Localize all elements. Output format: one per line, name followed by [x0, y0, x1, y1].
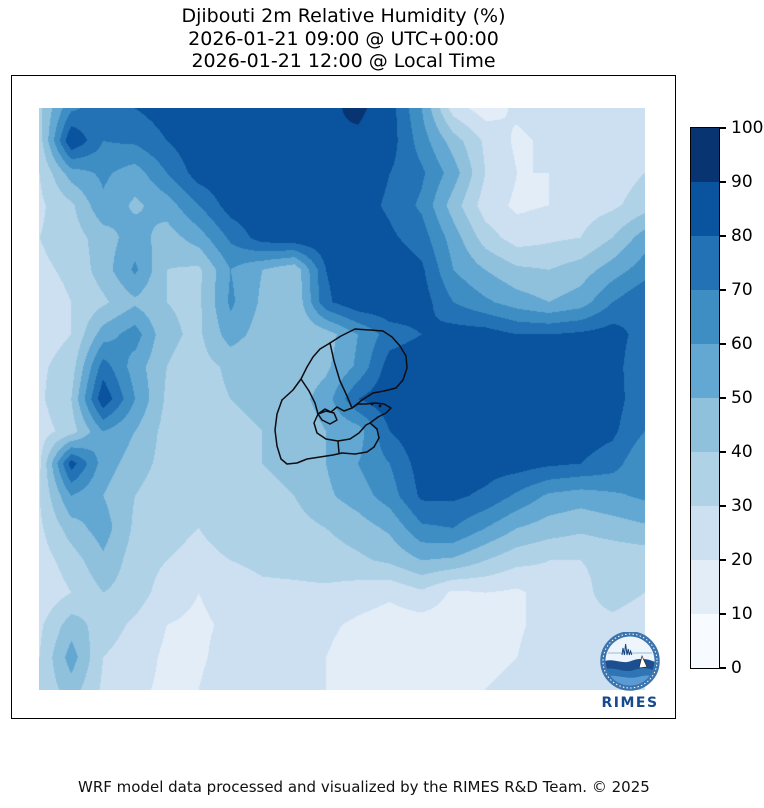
colorbar-segment-70-80 — [691, 236, 719, 290]
title-line-1: Djibouti 2m Relative Humidity (%) — [181, 5, 506, 27]
colorbar-segment-50-60 — [691, 344, 719, 398]
figure-title: Djibouti 2m Relative Humidity (%) 2026-0… — [11, 5, 676, 73]
colorbar-segment-40-50 — [691, 398, 719, 452]
colorbar-tick-mark — [720, 289, 726, 292]
map-axes: RIMES — [11, 75, 676, 719]
colorbar-tick-mark — [720, 505, 726, 508]
colorbar-tick-label: 80 — [731, 226, 753, 247]
colorbar-tick-label: 20 — [731, 550, 753, 571]
colorbar-tick-mark — [720, 235, 726, 238]
colorbar-tick-label: 70 — [731, 280, 753, 301]
colorbar-tick-mark — [720, 181, 726, 184]
colorbar-tick-label: 90 — [731, 172, 753, 193]
colorbar-tick-mark — [720, 397, 726, 400]
colorbar-tick-mark — [720, 451, 726, 454]
logo-ring-text — [602, 633, 658, 689]
title-line-2: 2026-01-21 09:00 @ UTC+00:00 — [188, 27, 499, 50]
humidity-contour-canvas — [39, 108, 645, 690]
colorbar-tick-label: 50 — [731, 388, 753, 409]
footer-credit: WRF model data processed and visualized … — [78, 778, 650, 796]
colorbar-segment-20-30 — [691, 506, 719, 560]
colorbar-tick-mark — [720, 667, 726, 670]
colorbar-tick-mark — [720, 613, 726, 616]
colorbar-segment-0-10 — [691, 614, 719, 668]
colorbar-tick-label: 0 — [731, 658, 742, 679]
colorbar-tick-label: 30 — [731, 496, 753, 517]
colorbar-tick-mark — [720, 343, 726, 346]
colorbar-segment-60-70 — [691, 290, 719, 344]
colorbar-tick-mark — [720, 559, 726, 562]
colorbar-tick-label: 10 — [731, 604, 753, 625]
colorbar-segment-90-100 — [691, 128, 719, 182]
logo-seismograph-icon — [621, 643, 633, 656]
rimes-logo-badge — [600, 631, 660, 691]
rimes-logo-text: RIMES — [601, 695, 659, 711]
colorbar-gradient — [690, 127, 720, 669]
colorbar-segment-30-40 — [691, 452, 719, 506]
colorbar-tick-label: 40 — [731, 442, 753, 463]
colorbar-segment-80-90 — [691, 182, 719, 236]
colorbar-tick-label: 100 — [731, 118, 764, 139]
logo-sail-icon — [638, 654, 648, 669]
colorbar-segment-10-20 — [691, 560, 719, 614]
colorbar-tick-mark — [720, 127, 726, 130]
rimes-logo: RIMES — [596, 631, 664, 711]
title-line-3: 2026-01-21 12:00 @ Local Time — [191, 50, 496, 72]
colorbar: 0 10 20 30 40 50 60 70 80 90 100 — [690, 118, 764, 678]
colorbar-tick-label: 60 — [731, 334, 753, 355]
